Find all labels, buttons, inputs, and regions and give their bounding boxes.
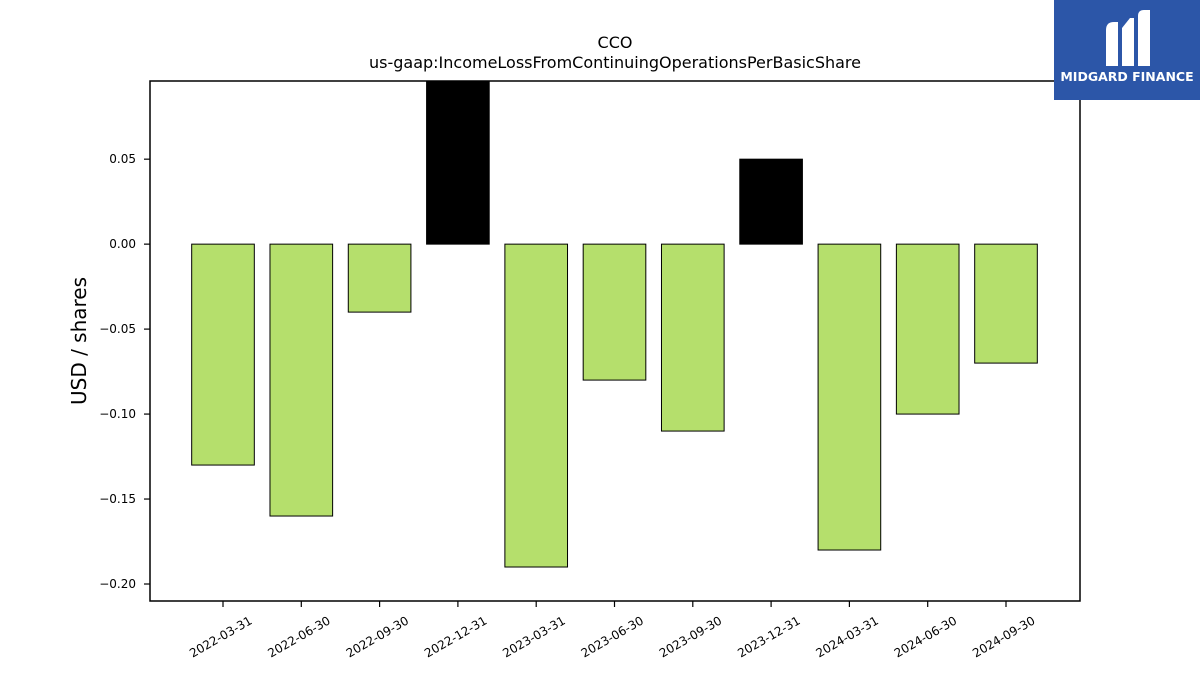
- x-tick-label: 2022-06-30: [265, 613, 332, 660]
- bar-2024-06-30: [895, 243, 960, 415]
- bar-2024-09-30: [974, 243, 1038, 364]
- plot-frame: [149, 80, 1081, 602]
- x-tick-label: 2023-03-31: [500, 613, 567, 660]
- chart-title: CCO: [598, 33, 633, 52]
- bar-2023-03-31: [504, 243, 569, 568]
- bar-2024-03-31: [817, 243, 882, 551]
- logo-text: MIDGARD FINANCE: [1060, 69, 1194, 84]
- bar-2023-06-30: [582, 243, 647, 381]
- y-tick-label: 0.05: [109, 152, 136, 166]
- y-tick-label: −0.10: [99, 407, 136, 421]
- bar-2022-12-31: [426, 80, 490, 245]
- midgard-finance-logo: MIDGARD FINANCE: [1054, 0, 1200, 100]
- y-tick-label: 0.00: [109, 237, 136, 251]
- chart-subtitle: us-gaap:IncomeLossFromContinuingOperatio…: [369, 53, 861, 72]
- y-tick-label: −0.05: [99, 322, 136, 336]
- bar-2022-06-30: [269, 243, 334, 517]
- bars-layer: [191, 80, 1038, 568]
- x-tick-label: 2024-03-31: [813, 613, 880, 660]
- x-tick-label: 2023-09-30: [657, 613, 724, 660]
- bar-2022-09-30: [347, 243, 412, 313]
- y-axis-ticks: 0.05 0.00 −0.05 −0.10 −0.15 −0.20: [99, 152, 150, 591]
- x-tick-label: 2022-12-31: [422, 613, 489, 660]
- bar-2023-12-31: [739, 158, 803, 245]
- x-tick-label: 2022-09-30: [344, 613, 411, 660]
- x-tick-label: 2023-12-31: [735, 613, 802, 660]
- bar-2022-03-31: [191, 243, 255, 466]
- x-tick-label: 2022-03-31: [187, 613, 254, 660]
- y-axis-label: USD / shares: [67, 277, 91, 405]
- y-tick-label: −0.15: [99, 492, 136, 506]
- midgard-logo-icon: [1106, 10, 1150, 66]
- x-tick-label: 2023-06-30: [579, 613, 646, 660]
- x-tick-label: 2024-06-30: [892, 613, 959, 660]
- bar-2023-09-30: [660, 243, 725, 432]
- x-tick-label: 2024-09-30: [970, 613, 1037, 660]
- y-tick-label: −0.20: [99, 577, 136, 591]
- x-axis-ticks: 2022-03-31 2022-06-30 2022-09-30 2022-12-31…: [187, 601, 1038, 660]
